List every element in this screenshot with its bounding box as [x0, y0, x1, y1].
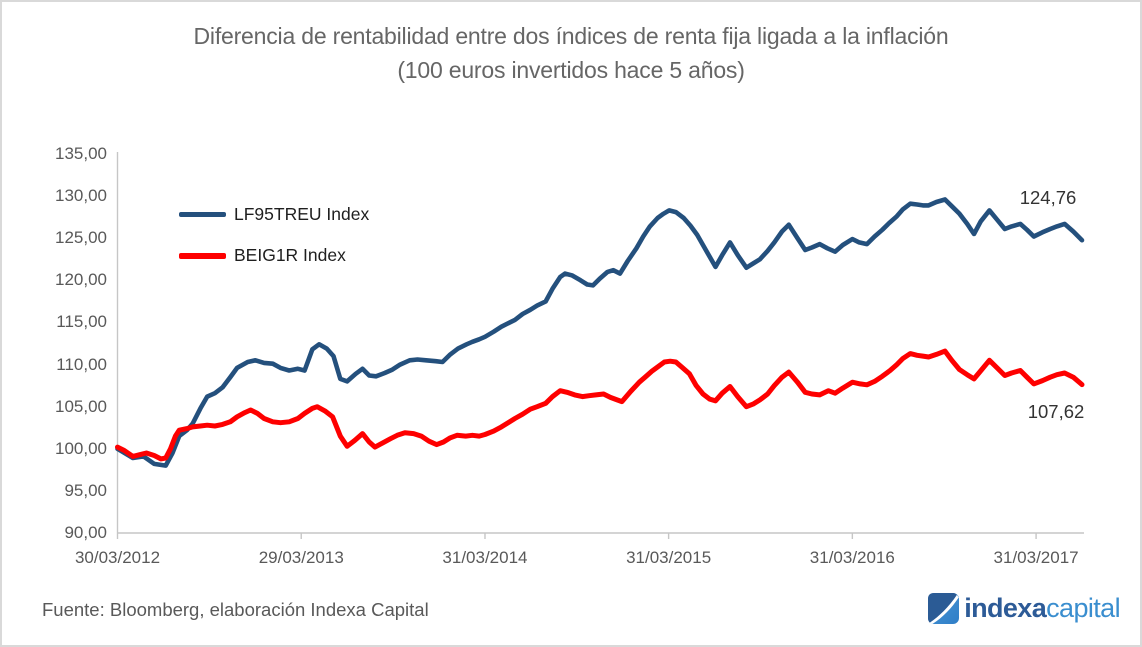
y-axis-label: 125,00 [55, 228, 107, 248]
x-axis-label: 29/03/2013 [258, 548, 344, 567]
y-axis-label: 90,00 [64, 523, 107, 542]
y-axis-label: 100,00 [55, 438, 107, 458]
legend-item-lf95treu: LF95TREU Index [179, 204, 369, 225]
chart-title-line1: Diferencia de rentabilidad entre dos índ… [193, 23, 949, 49]
x-axis-label: 30/03/2012 [74, 548, 161, 567]
legend-label-lf95treu: LF95TREU Index [234, 204, 370, 224]
y-axis-label: 115,00 [56, 312, 107, 332]
indexa-capital-logo: indexacapital [928, 591, 1121, 625]
x-axis-label: 31/03/2014 [442, 548, 528, 567]
y-axis-label: 95,00 [64, 480, 107, 500]
y-axis-label: 120,00 [55, 270, 107, 290]
logo-wordmark: indexacapital [964, 591, 1120, 625]
series-end-value-lf95treu: 124,76 [1019, 187, 1077, 208]
y-axis-label: 130,00 [55, 186, 107, 206]
source-note: Fuente: Bloomberg, elaboración Indexa Ca… [42, 599, 429, 620]
chart-title: Diferencia de rentabilidad entre dos índ… [2, 19, 1140, 87]
x-axis-label: 31/03/2017 [993, 548, 1079, 567]
series-line-lf95treu [115, 197, 1085, 468]
logo-text-capital: capital [1046, 593, 1120, 623]
series-end-value-beig1r: 107,62 [1027, 401, 1085, 422]
y-axis-label: 105,00 [55, 396, 107, 416]
indexa-logo-icon [928, 592, 960, 624]
y-axis-label: 135,00 [55, 144, 107, 163]
x-axis-label: 31/03/2015 [626, 548, 712, 567]
logo-text-indexa: indexa [964, 593, 1047, 623]
legend-line-swatch-red [179, 252, 226, 259]
legend-item-beig1r: BEIG1R Index [179, 245, 346, 266]
y-axis-label: 110,00 [56, 354, 107, 374]
chart-title-line2: (100 euros invertidos hace 5 años) [397, 57, 745, 83]
x-axis-label: 31/03/2016 [809, 548, 895, 567]
legend-line-swatch-blue [179, 212, 226, 217]
series-line-beig1r [115, 348, 1085, 462]
legend-label-beig1r: BEIG1R Index [234, 245, 346, 265]
